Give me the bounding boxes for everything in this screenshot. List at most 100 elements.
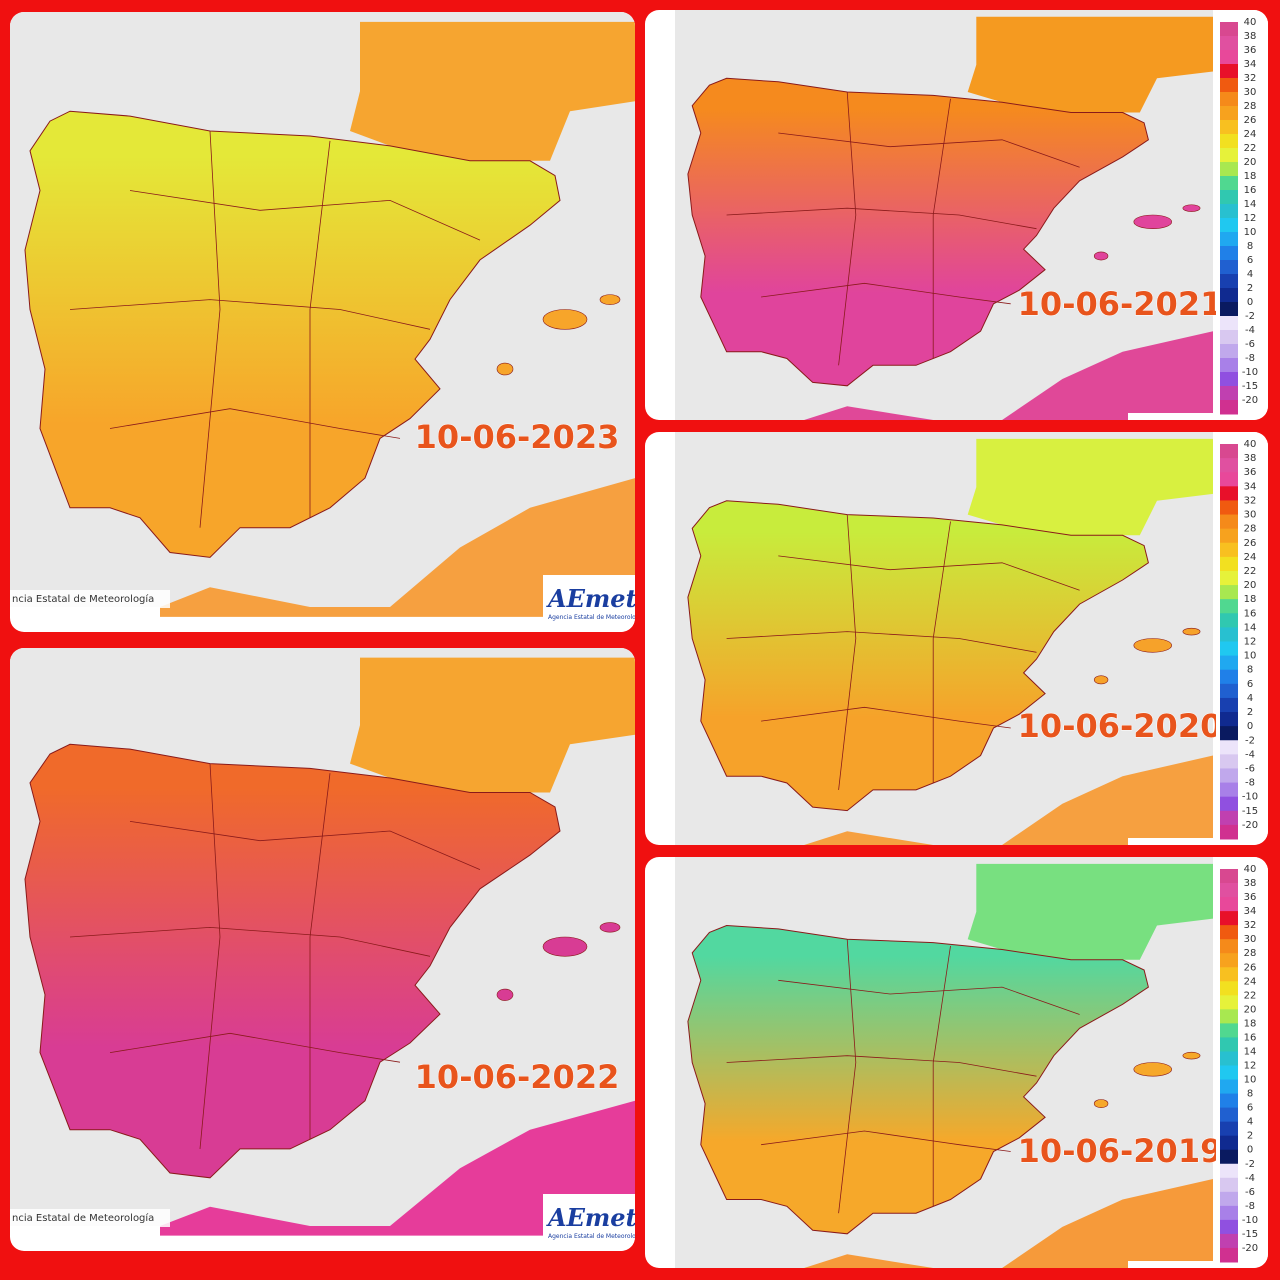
island	[1093, 675, 1109, 685]
map-panel: 10-06-2021AEmet4038363432302826242220181…	[645, 10, 1268, 420]
legend-label: 34	[1244, 59, 1257, 70]
legend-label: 20	[1244, 580, 1257, 591]
attribution-box	[10, 1209, 170, 1227]
date-label: 10-06-2023	[415, 418, 620, 456]
province-border	[69, 299, 431, 330]
legend-swatch	[1220, 372, 1238, 387]
island	[1093, 1099, 1109, 1109]
legend-label: 18	[1244, 1018, 1257, 1029]
legend-label: 2	[1247, 1131, 1253, 1142]
legend-label: 22	[1244, 990, 1257, 1001]
date-label: 10-06-2020	[1018, 707, 1223, 745]
legend-label: 36	[1244, 467, 1257, 478]
legend-label: -8	[1245, 778, 1255, 789]
legend-swatch	[1220, 796, 1238, 812]
province-border	[726, 207, 1037, 230]
legend-swatch	[1220, 400, 1238, 415]
legend-swatch	[1220, 330, 1238, 345]
legend-swatch	[1220, 810, 1238, 826]
legend-label: -4	[1245, 1173, 1255, 1184]
legend-label: -20	[1242, 1243, 1258, 1254]
island	[1182, 1051, 1201, 1060]
legend-swatch	[1220, 500, 1238, 516]
legend-label: -10	[1242, 792, 1258, 803]
legend-label: 14	[1244, 1046, 1257, 1057]
legend-label: -15	[1242, 806, 1258, 817]
legend-swatch	[1220, 302, 1238, 317]
island	[542, 936, 588, 957]
legend-swatch	[1220, 1051, 1238, 1066]
legend-swatch	[1220, 486, 1238, 501]
legend-swatch	[1220, 683, 1238, 699]
legend-swatch	[1220, 1149, 1238, 1165]
legend-label: 14	[1244, 199, 1257, 210]
legend-label: 6	[1247, 1103, 1253, 1114]
legend-swatch	[1220, 1065, 1238, 1081]
legend-label: 0	[1247, 297, 1253, 308]
legend-label: 38	[1244, 878, 1257, 889]
island	[599, 294, 621, 305]
legend-swatch	[1220, 148, 1238, 163]
legend-swatch	[1220, 134, 1238, 149]
province-border	[109, 408, 401, 439]
legend-label: 8	[1247, 1089, 1253, 1100]
iberia	[687, 77, 1149, 387]
legend-swatch	[1220, 1009, 1238, 1024]
legend-label: 24	[1244, 129, 1257, 140]
province-border	[129, 190, 481, 241]
legend-swatch	[1220, 316, 1238, 331]
legend-label: 40	[1244, 864, 1257, 875]
legend-swatch	[1220, 824, 1238, 840]
legend-swatch	[1220, 1163, 1238, 1179]
attribution-box	[10, 590, 170, 608]
legend-label: -10	[1242, 1215, 1258, 1226]
legend-swatch	[1220, 204, 1238, 219]
panel-body: 10-06-2019AEmet4038363432302826242220181…	[645, 857, 1268, 1268]
province-border	[761, 1130, 1011, 1152]
legend-label: 24	[1244, 976, 1257, 987]
legend-label: -10	[1242, 367, 1258, 378]
legend-label: 12	[1244, 1061, 1257, 1072]
legend-swatch	[1220, 1177, 1238, 1193]
legend-label: 4	[1247, 269, 1253, 280]
legend-label: -4	[1245, 325, 1255, 336]
legend-swatch	[1220, 344, 1238, 359]
logo-caption: Agencia Estatal de Meteorología	[548, 614, 645, 621]
legend-label: -8	[1245, 353, 1255, 364]
legend-swatch	[1220, 967, 1238, 982]
legend-swatch	[1220, 712, 1238, 727]
legend-swatch	[1220, 953, 1238, 968]
legend-swatch	[1220, 22, 1238, 37]
france	[967, 16, 1213, 113]
legend-label: 22	[1244, 143, 1257, 154]
legend-swatch	[1220, 358, 1238, 373]
logo-box	[543, 575, 635, 632]
legend-swatch	[1220, 1233, 1238, 1249]
legend-label: 40	[1244, 439, 1257, 450]
legend-label: 36	[1244, 892, 1257, 903]
africa	[160, 1100, 635, 1236]
legend-label: 10	[1244, 1075, 1257, 1086]
attribution: ncia Estatal de Meteorología	[12, 593, 154, 605]
legend-swatch	[1220, 232, 1238, 247]
legend-swatch	[1220, 556, 1238, 572]
legend-swatch	[1220, 995, 1238, 1010]
france	[967, 438, 1213, 536]
legend-swatch	[1220, 1121, 1238, 1137]
legend-label: 34	[1244, 906, 1257, 917]
province-border	[109, 1032, 401, 1063]
legend-swatch	[1220, 162, 1238, 177]
legend-swatch	[1220, 911, 1238, 926]
legend-label: 4	[1247, 693, 1253, 704]
legend-swatch	[1220, 1023, 1238, 1038]
province-border	[838, 91, 857, 366]
legend-swatch	[1220, 78, 1238, 93]
legend-swatch	[1220, 190, 1238, 205]
legend-swatch	[1220, 1037, 1238, 1052]
legend-label: -20	[1242, 395, 1258, 406]
legend-label: 40	[1244, 17, 1257, 28]
legend-swatch	[1220, 458, 1238, 473]
legend-label: 12	[1244, 637, 1257, 648]
island	[1182, 204, 1201, 212]
